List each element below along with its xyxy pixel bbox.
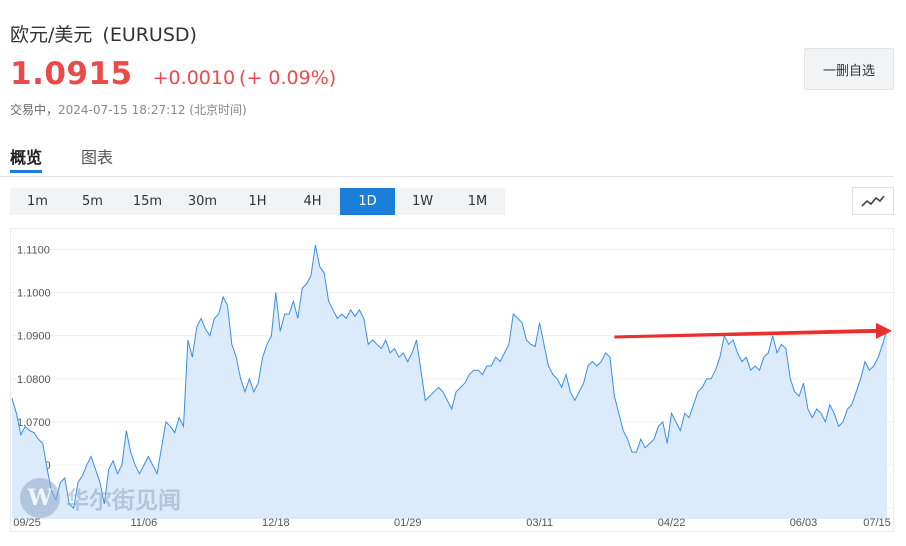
price-line xyxy=(11,245,888,510)
tab-bar: 概览 图表 xyxy=(0,138,894,177)
instrument-title: 欧元/美元 (EURUSD) xyxy=(10,20,197,47)
price-chart[interactable]: 1.05001.06001.07001.08001.09001.10001.11… xyxy=(10,228,895,532)
watermark-logo: W xyxy=(20,478,60,518)
period-1mo[interactable]: 1M xyxy=(467,194,488,209)
period-1h[interactable]: 1H xyxy=(248,194,267,209)
x-tick-label: 04/22 xyxy=(658,517,686,529)
y-tick-label: 1.0900 xyxy=(17,331,51,343)
period-1m[interactable]: 1m xyxy=(27,194,48,209)
period-selector: 1m 5m 15m 30m 1H 4H 1D 1W 1M xyxy=(10,188,505,215)
price-chart-svg: 1.05001.06001.07001.08001.09001.10001.11… xyxy=(11,244,895,529)
price-area xyxy=(12,245,887,519)
price-change: +0.0010 (+ 0.09%) xyxy=(153,67,337,89)
period-1w[interactable]: 1W xyxy=(411,194,434,209)
instrument-name: 欧元/美元 xyxy=(10,24,93,46)
period-1d[interactable]: 1D xyxy=(340,188,395,215)
period-5m[interactable]: 5m xyxy=(82,194,103,209)
period-4h[interactable]: 4H xyxy=(303,194,322,209)
quote-timestamp: 2024-07-15 18:27:12 (北京时间) xyxy=(58,103,247,117)
x-tick-label: 12/18 xyxy=(262,517,290,529)
x-tick-label: 03/11 xyxy=(526,517,553,529)
y-tick-label: 1.1000 xyxy=(17,288,51,300)
x-tick-label: 07/15 xyxy=(863,517,891,529)
tab-overview[interactable]: 概览 xyxy=(10,148,43,167)
period-15m[interactable]: 15m xyxy=(132,194,163,209)
trading-status-label: 交易中， xyxy=(10,103,59,117)
current-price: 1.0915 xyxy=(10,56,133,92)
watermark: W 华尔街见闻 xyxy=(20,478,181,518)
y-tick-label: 1.1100 xyxy=(17,244,50,256)
watermark-text: 华尔街见闻 xyxy=(66,487,181,514)
tab-chart[interactable]: 图表 xyxy=(81,148,114,167)
active-tab-indicator xyxy=(10,170,42,173)
price-row: 1.0915 +0.0010 (+ 0.09%) xyxy=(10,56,336,92)
x-tick-label: 01/29 xyxy=(394,517,422,529)
period-30m[interactable]: 30m xyxy=(187,194,218,209)
line-chart-icon xyxy=(861,195,885,207)
x-tick-label: 11/06 xyxy=(131,517,158,529)
chart-type-button[interactable] xyxy=(852,187,894,215)
y-tick-label: 1.0800 xyxy=(17,374,51,386)
x-tick-label: 06/03 xyxy=(790,517,818,529)
price-change-value: +0.0010 xyxy=(152,67,236,89)
annotation-arrow xyxy=(614,322,892,339)
y-tick-label: 1.0700 xyxy=(17,417,51,429)
price-change-percent: (+ 0.09%) xyxy=(239,67,337,89)
instrument-code: (EURUSD) xyxy=(102,24,197,46)
trading-status: 交易中，2024-07-15 18:27:12 (北京时间) xyxy=(10,101,247,118)
remove-watchlist-button[interactable]: 一删自选 xyxy=(804,48,894,90)
x-tick-label: 09/25 xyxy=(13,517,41,529)
